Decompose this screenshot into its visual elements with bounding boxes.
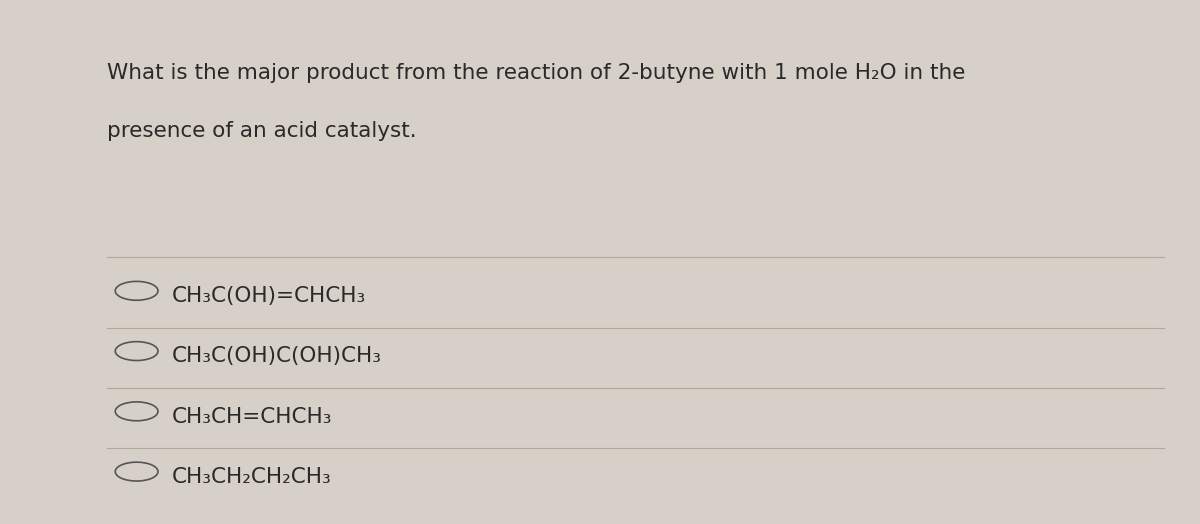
Text: presence of an acid catalyst.: presence of an acid catalyst. [107, 121, 416, 140]
Text: CH₃C(OH)=CHCH₃: CH₃C(OH)=CHCH₃ [173, 286, 366, 306]
Text: What is the major product from the reaction of 2-butyne with 1 mole H₂O in the: What is the major product from the react… [107, 63, 965, 83]
Text: CH₃CH₂CH₂CH₃: CH₃CH₂CH₂CH₃ [173, 467, 332, 487]
Text: CH₃CH=CHCH₃: CH₃CH=CHCH₃ [173, 407, 332, 427]
Text: CH₃C(OH)C(OH)CH₃: CH₃C(OH)C(OH)CH₃ [173, 346, 383, 366]
